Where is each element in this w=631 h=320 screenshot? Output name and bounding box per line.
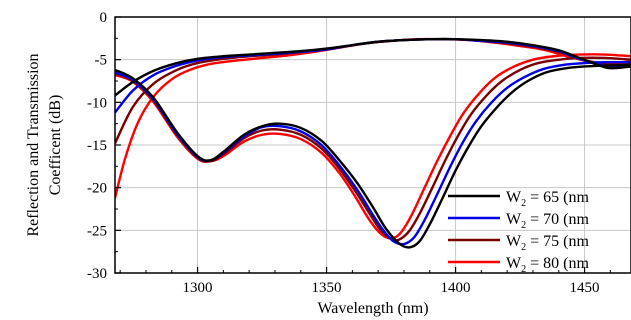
series-line-reflection-4 [115,37,631,199]
legend-label-2: W2 = 70 (nm [506,211,589,231]
x-tick-label: 1400 [441,280,471,296]
plot-series [115,37,631,249]
y-axis-title-line2: Coefficent (dB) [47,95,64,196]
x-tick-label: 1350 [312,280,342,296]
legend-label-1: W2 = 65 (nm [506,189,589,209]
y-tick-label: -20 [87,181,107,197]
x-axis-title: Wavelength (nm) [317,300,428,317]
y-tick-label: -15 [87,138,107,154]
legend-label-4: W2 = 80 (nm [506,255,589,275]
legend-label-3: W2 = 75 (nm [506,233,589,253]
series-line-reflection-3 [115,37,631,144]
series-line-transmission-1 [115,63,631,249]
y-tick-label: 0 [100,10,108,26]
axis-ticks: 1300 1350 1400 1450 0 -5 -10 -15 -20 -25 -30 [87,10,611,296]
y-tick-label: -30 [87,266,107,282]
x-tick-label: 1450 [570,280,600,296]
x-tick-label: 1300 [183,280,213,296]
y-axis-title-line1: Reflection and Transmission [25,53,42,236]
y-tick-label: -25 [87,223,107,239]
y-tick-label: -5 [95,53,108,69]
y-tick-label: -10 [87,95,107,111]
series-line-reflection-1 [115,37,631,97]
